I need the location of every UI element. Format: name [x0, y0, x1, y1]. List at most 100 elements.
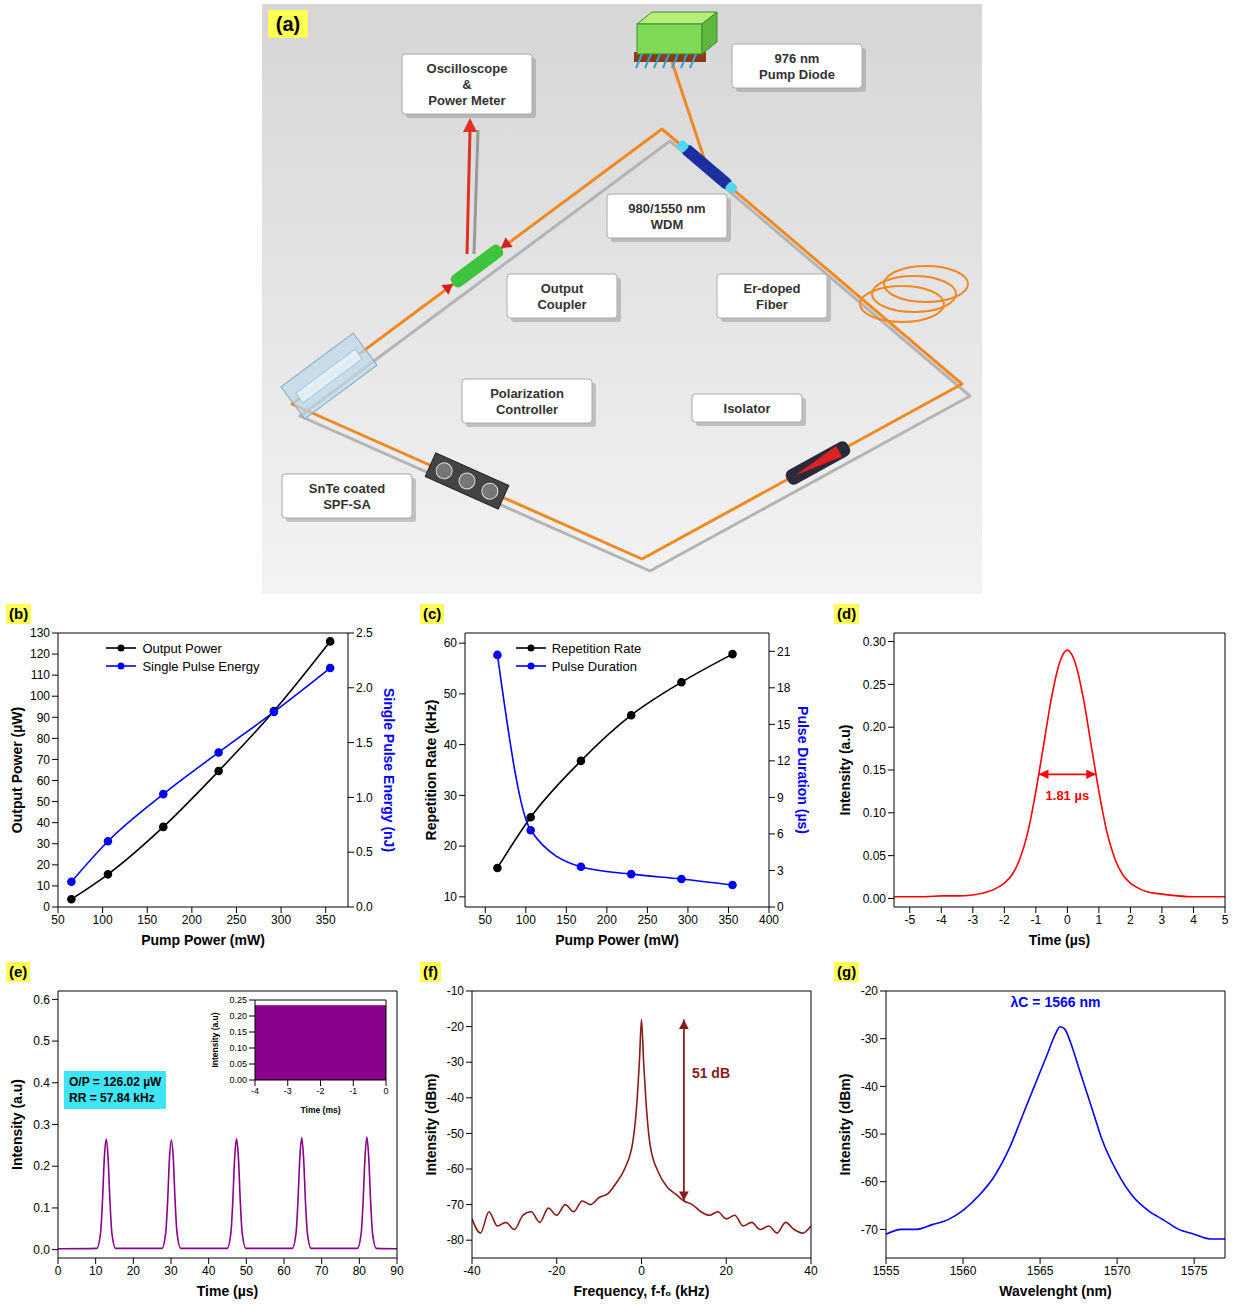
- svg-text:0.20: 0.20: [863, 720, 887, 734]
- svg-text:0.10: 0.10: [229, 1043, 247, 1053]
- svg-text:-5: -5: [904, 913, 915, 927]
- svg-text:PolarizationController: PolarizationController: [490, 386, 564, 417]
- svg-text:1570: 1570: [1104, 1264, 1131, 1278]
- svg-text:Oscilloscope&Power Meter: Oscilloscope&Power Meter: [427, 61, 508, 108]
- svg-text:-80: -80: [447, 1233, 465, 1247]
- svg-text:Wavelenght (nm): Wavelenght (nm): [999, 1283, 1111, 1299]
- svg-text:1555: 1555: [873, 1264, 900, 1278]
- svg-text:400: 400: [759, 913, 779, 927]
- svg-text:0.2: 0.2: [33, 1159, 50, 1173]
- svg-text:10: 10: [37, 879, 51, 893]
- svg-text:100: 100: [93, 913, 113, 927]
- svg-text:0.5: 0.5: [356, 845, 373, 859]
- svg-text:-2: -2: [316, 1086, 324, 1096]
- svg-text:0.10: 0.10: [863, 806, 887, 820]
- svg-text:0.25: 0.25: [863, 678, 887, 692]
- svg-text:980/1550 nmWDM: 980/1550 nmWDM: [628, 201, 705, 232]
- svg-text:-70: -70: [447, 1198, 465, 1212]
- svg-text:4: 4: [1190, 913, 1197, 927]
- svg-text:40: 40: [37, 816, 51, 830]
- svg-text:Intensity (a.u): Intensity (a.u): [837, 724, 853, 815]
- svg-text:120: 120: [30, 647, 50, 661]
- svg-text:Time (µs): Time (µs): [1029, 932, 1091, 948]
- svg-text:0.3: 0.3: [33, 1118, 50, 1132]
- svg-text:40: 40: [804, 1264, 818, 1278]
- svg-text:30: 30: [164, 1264, 178, 1278]
- svg-text:200: 200: [182, 913, 202, 927]
- svg-text:18: 18: [777, 681, 791, 695]
- svg-text:110: 110: [31, 668, 50, 682]
- svg-text:300: 300: [271, 913, 291, 927]
- svg-text:50: 50: [37, 795, 51, 809]
- svg-text:-2: -2: [999, 913, 1010, 927]
- svg-text:0.00: 0.00: [863, 892, 887, 906]
- svg-text:(a): (a): [276, 13, 300, 35]
- svg-text:20: 20: [720, 1264, 734, 1278]
- svg-text:Intensity (dBm): Intensity (dBm): [423, 1074, 439, 1176]
- svg-text:-70: -70: [861, 1223, 879, 1237]
- svg-text:SnTe coatedSPF-SA: SnTe coatedSPF-SA: [309, 481, 385, 512]
- svg-text:-20: -20: [861, 984, 879, 998]
- svg-text:-60: -60: [861, 1175, 879, 1189]
- svg-text:Frequency, f-f₀ (kHz): Frequency, f-f₀ (kHz): [574, 1283, 710, 1299]
- svg-text:0.05: 0.05: [863, 849, 887, 863]
- svg-text:-1: -1: [349, 1086, 357, 1096]
- svg-text:0.0: 0.0: [356, 900, 373, 914]
- svg-text:0: 0: [43, 900, 50, 914]
- svg-text:50: 50: [444, 687, 458, 701]
- svg-text:15: 15: [777, 718, 791, 732]
- svg-text:40: 40: [444, 738, 458, 752]
- svg-text:0.6: 0.6: [33, 993, 50, 1007]
- svg-text:12: 12: [777, 754, 791, 768]
- svg-text:0: 0: [383, 1086, 388, 1096]
- svg-text:-10: -10: [447, 984, 465, 998]
- svg-text:1.81 µs: 1.81 µs: [1046, 788, 1090, 803]
- svg-text:0: 0: [1064, 913, 1071, 927]
- svg-text:60: 60: [277, 1264, 291, 1278]
- svg-text:80: 80: [353, 1264, 367, 1278]
- svg-text:250: 250: [226, 913, 246, 927]
- svg-text:Pump Power (mW): Pump Power (mW): [555, 932, 679, 948]
- svg-text:0: 0: [777, 900, 784, 914]
- svg-text:51 dB: 51 dB: [692, 1065, 730, 1081]
- svg-text:300: 300: [678, 913, 698, 927]
- svg-text:-60: -60: [447, 1162, 465, 1176]
- svg-text:40: 40: [202, 1264, 216, 1278]
- svg-text:80: 80: [37, 732, 51, 746]
- svg-text:250: 250: [637, 913, 657, 927]
- svg-text:350: 350: [718, 913, 738, 927]
- svg-text:0.1: 0.1: [33, 1201, 50, 1215]
- svg-text:21: 21: [777, 645, 791, 659]
- svg-text:-30: -30: [447, 1055, 465, 1069]
- svg-text:1: 1: [1096, 913, 1103, 927]
- svg-text:0.4: 0.4: [33, 1076, 50, 1090]
- svg-text:150: 150: [137, 913, 157, 927]
- svg-text:50: 50: [479, 913, 493, 927]
- svg-text:0.15: 0.15: [229, 1027, 247, 1037]
- svg-text:Time (ms): Time (ms): [301, 1105, 341, 1115]
- svg-text:350: 350: [316, 913, 336, 927]
- svg-text:Isolator: Isolator: [724, 401, 771, 416]
- svg-text:-4: -4: [936, 913, 947, 927]
- svg-text:50: 50: [240, 1264, 254, 1278]
- svg-text:9: 9: [777, 791, 784, 805]
- svg-text:1.5: 1.5: [356, 736, 373, 750]
- svg-text:1.0: 1.0: [356, 791, 373, 805]
- svg-text:0: 0: [638, 1264, 645, 1278]
- svg-text:0.05: 0.05: [229, 1059, 247, 1069]
- svg-text:90: 90: [390, 1264, 404, 1278]
- svg-text:90: 90: [37, 711, 51, 725]
- svg-text:0.5: 0.5: [33, 1034, 50, 1048]
- svg-text:-4: -4: [251, 1086, 259, 1096]
- svg-text:2: 2: [1127, 913, 1134, 927]
- svg-text:Intensity (a.u): Intensity (a.u): [9, 1079, 25, 1170]
- svg-text:-3: -3: [284, 1086, 292, 1096]
- svg-text:50: 50: [51, 913, 65, 927]
- svg-text:20: 20: [37, 858, 51, 872]
- svg-text:0.00: 0.00: [229, 1075, 247, 1085]
- svg-text:10: 10: [89, 1264, 103, 1278]
- svg-text:100: 100: [516, 913, 536, 927]
- svg-text:Intensity (dBm): Intensity (dBm): [837, 1074, 853, 1176]
- svg-text:60: 60: [444, 636, 458, 650]
- svg-text:5: 5: [1222, 913, 1229, 927]
